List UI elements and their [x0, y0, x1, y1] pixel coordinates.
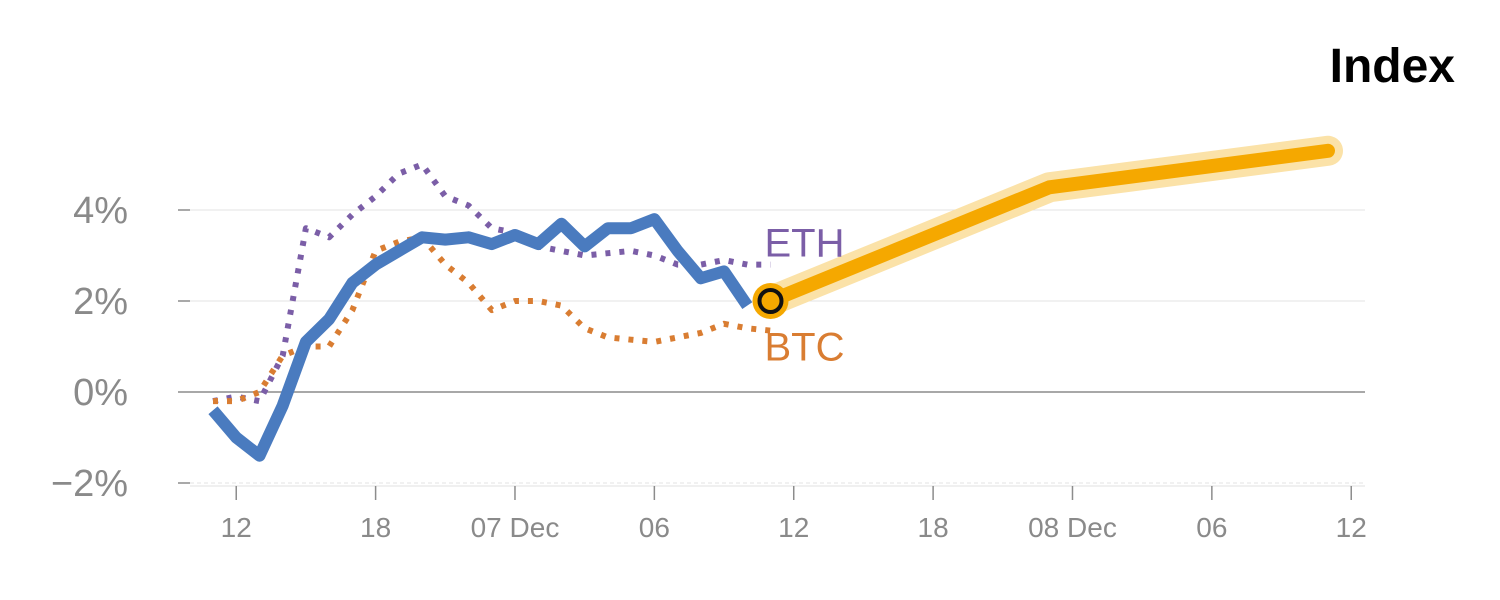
series-lines	[208, 135, 1343, 462]
y-axis: −2% 0% 2% 4%	[51, 190, 190, 505]
x-tick-label: 06	[1196, 512, 1227, 543]
index-line	[208, 213, 753, 462]
projection-line	[763, 143, 1335, 308]
eth-label: ETH	[765, 222, 845, 266]
y-tick-label: 4%	[73, 190, 128, 232]
y-tick-label: 0%	[73, 372, 128, 414]
y-tick-label: −2%	[51, 463, 128, 505]
x-tick-label: 07 Dec	[471, 512, 560, 543]
x-tick-label: 18	[360, 512, 391, 543]
x-tick-label: 08 Dec	[1028, 512, 1117, 543]
eth-line	[212, 161, 771, 405]
chart-title: Index	[1330, 40, 1456, 93]
y-tick-label: 2%	[73, 281, 128, 323]
projection-band	[755, 135, 1343, 316]
series-labels: ETH BTC	[765, 222, 845, 370]
marker-point	[757, 288, 784, 314]
x-tick-label: 12	[778, 512, 809, 543]
x-tick-label: 06	[639, 512, 670, 543]
x-tick-label: 18	[918, 512, 949, 543]
x-tick-label: 12	[221, 512, 252, 543]
x-tick-label: 12	[1336, 512, 1367, 543]
current-marker	[752, 283, 789, 319]
x-axis: 12 18 07 Dec 06 12 18 08 Dec 06 12	[190, 485, 1367, 543]
btc-label: BTC	[765, 326, 845, 370]
